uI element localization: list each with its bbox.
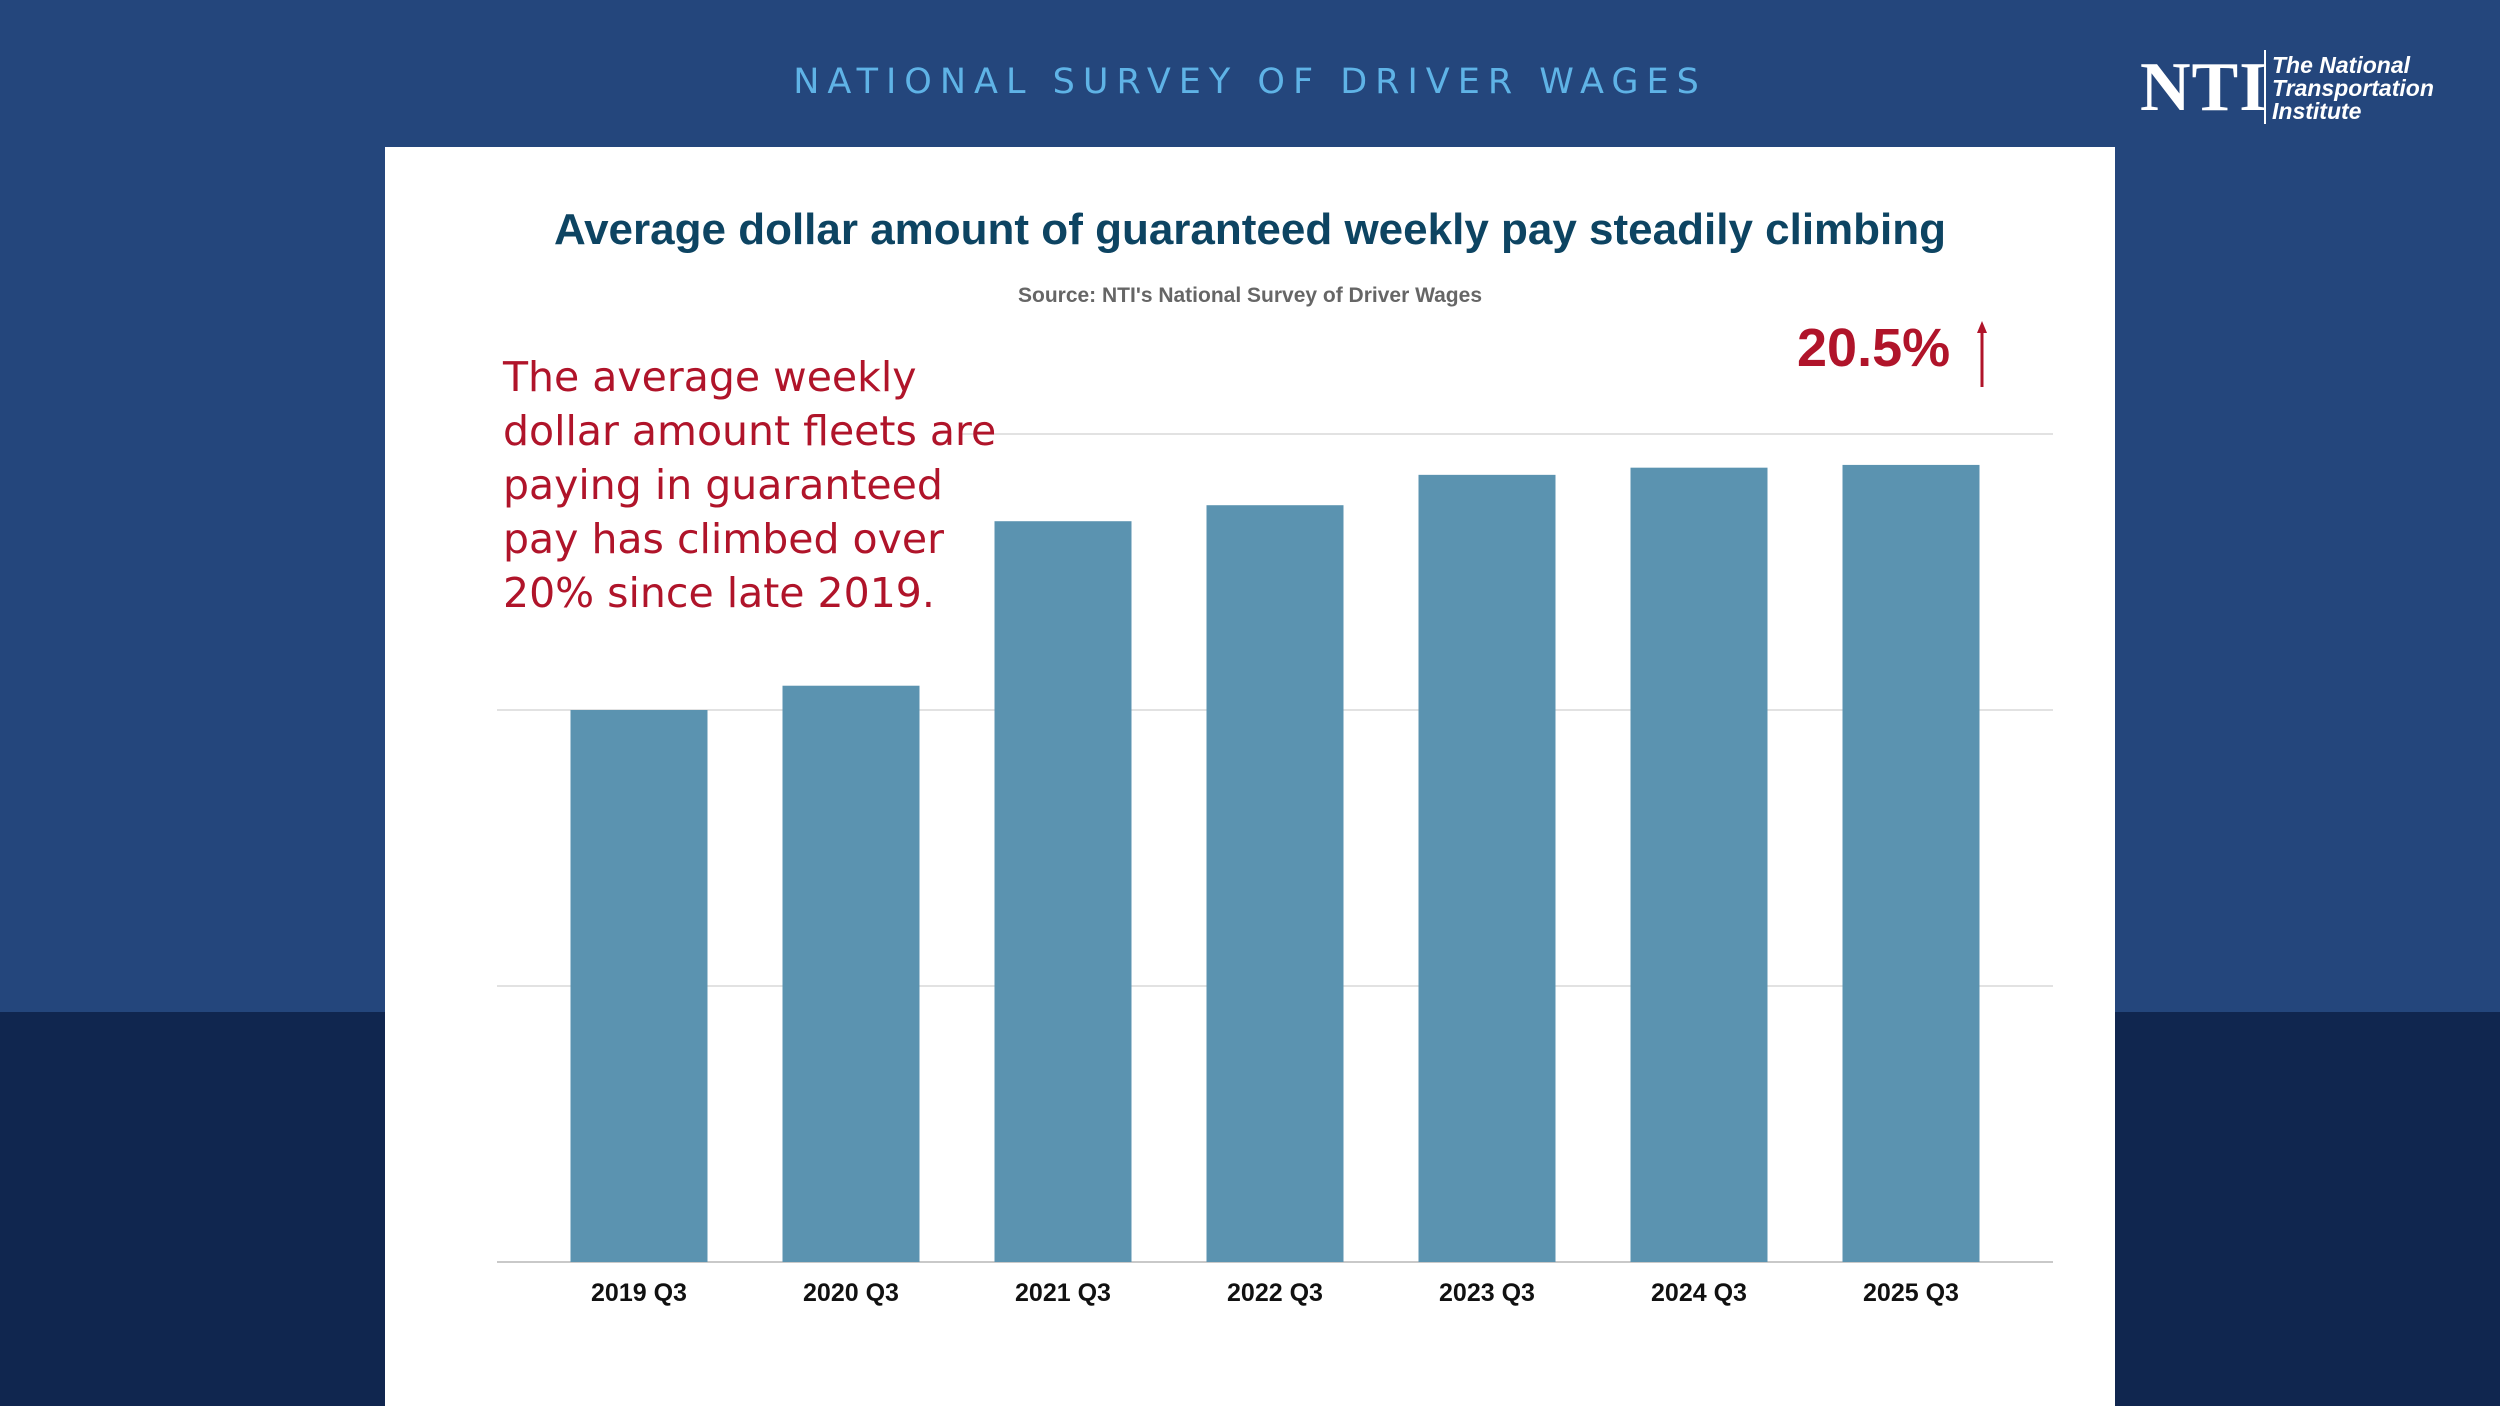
growth-percentage: 20.5%	[1797, 318, 1951, 378]
x-tick-label: 2020 Q3	[803, 1279, 899, 1307]
growth-arrow-head	[1977, 321, 1987, 333]
chart-annotation: The average weekly dollar amount fleets …	[503, 353, 997, 617]
bar-2024-q3	[1630, 467, 1768, 1262]
bar-2020-q3	[782, 685, 920, 1262]
x-tick-label: 2021 Q3	[1015, 1279, 1111, 1307]
x-tick-label: 2019 Q3	[591, 1279, 687, 1307]
bar-2021-q3	[994, 521, 1132, 1262]
bar-2019-q3	[570, 710, 708, 1262]
x-tick-label: 2024 Q3	[1651, 1279, 1747, 1307]
bar-2023-q3	[1418, 474, 1556, 1262]
bar-2025-q3	[1842, 464, 1980, 1262]
x-tick-label: 2023 Q3	[1439, 1279, 1535, 1307]
slide-heading: NATIONAL SURVEY OF DRIVER WAGES	[793, 62, 1707, 102]
x-tick-label: 2025 Q3	[1863, 1279, 1959, 1307]
bar-2022-q3	[1206, 505, 1344, 1262]
logo-line-2: Transportation	[2272, 75, 2434, 101]
bar-chart: 2019 Q3 2020 Q3 2021 Q3 2022 Q3 2023 Q3 2024 …	[497, 321, 2053, 1307]
logo-line-3: Institute	[2272, 98, 2362, 124]
logo-text: The National Transportation Institute	[2272, 54, 2434, 123]
logo-divider	[2264, 50, 2266, 124]
chart-title: Average dollar amount of guaranteed week…	[553, 205, 1947, 254]
x-tick-label: 2022 Q3	[1227, 1279, 1323, 1307]
logo-mark: NTI	[2140, 49, 2268, 126]
chart-card: Average dollar amount of guaranteed week…	[385, 147, 2115, 1406]
logo-line-1: The National	[2272, 52, 2411, 78]
chart-source: Source: NTI's National Survey of Driver …	[1017, 284, 1482, 307]
nti-logo: NTI The National Transportation Institut…	[2140, 48, 2440, 128]
